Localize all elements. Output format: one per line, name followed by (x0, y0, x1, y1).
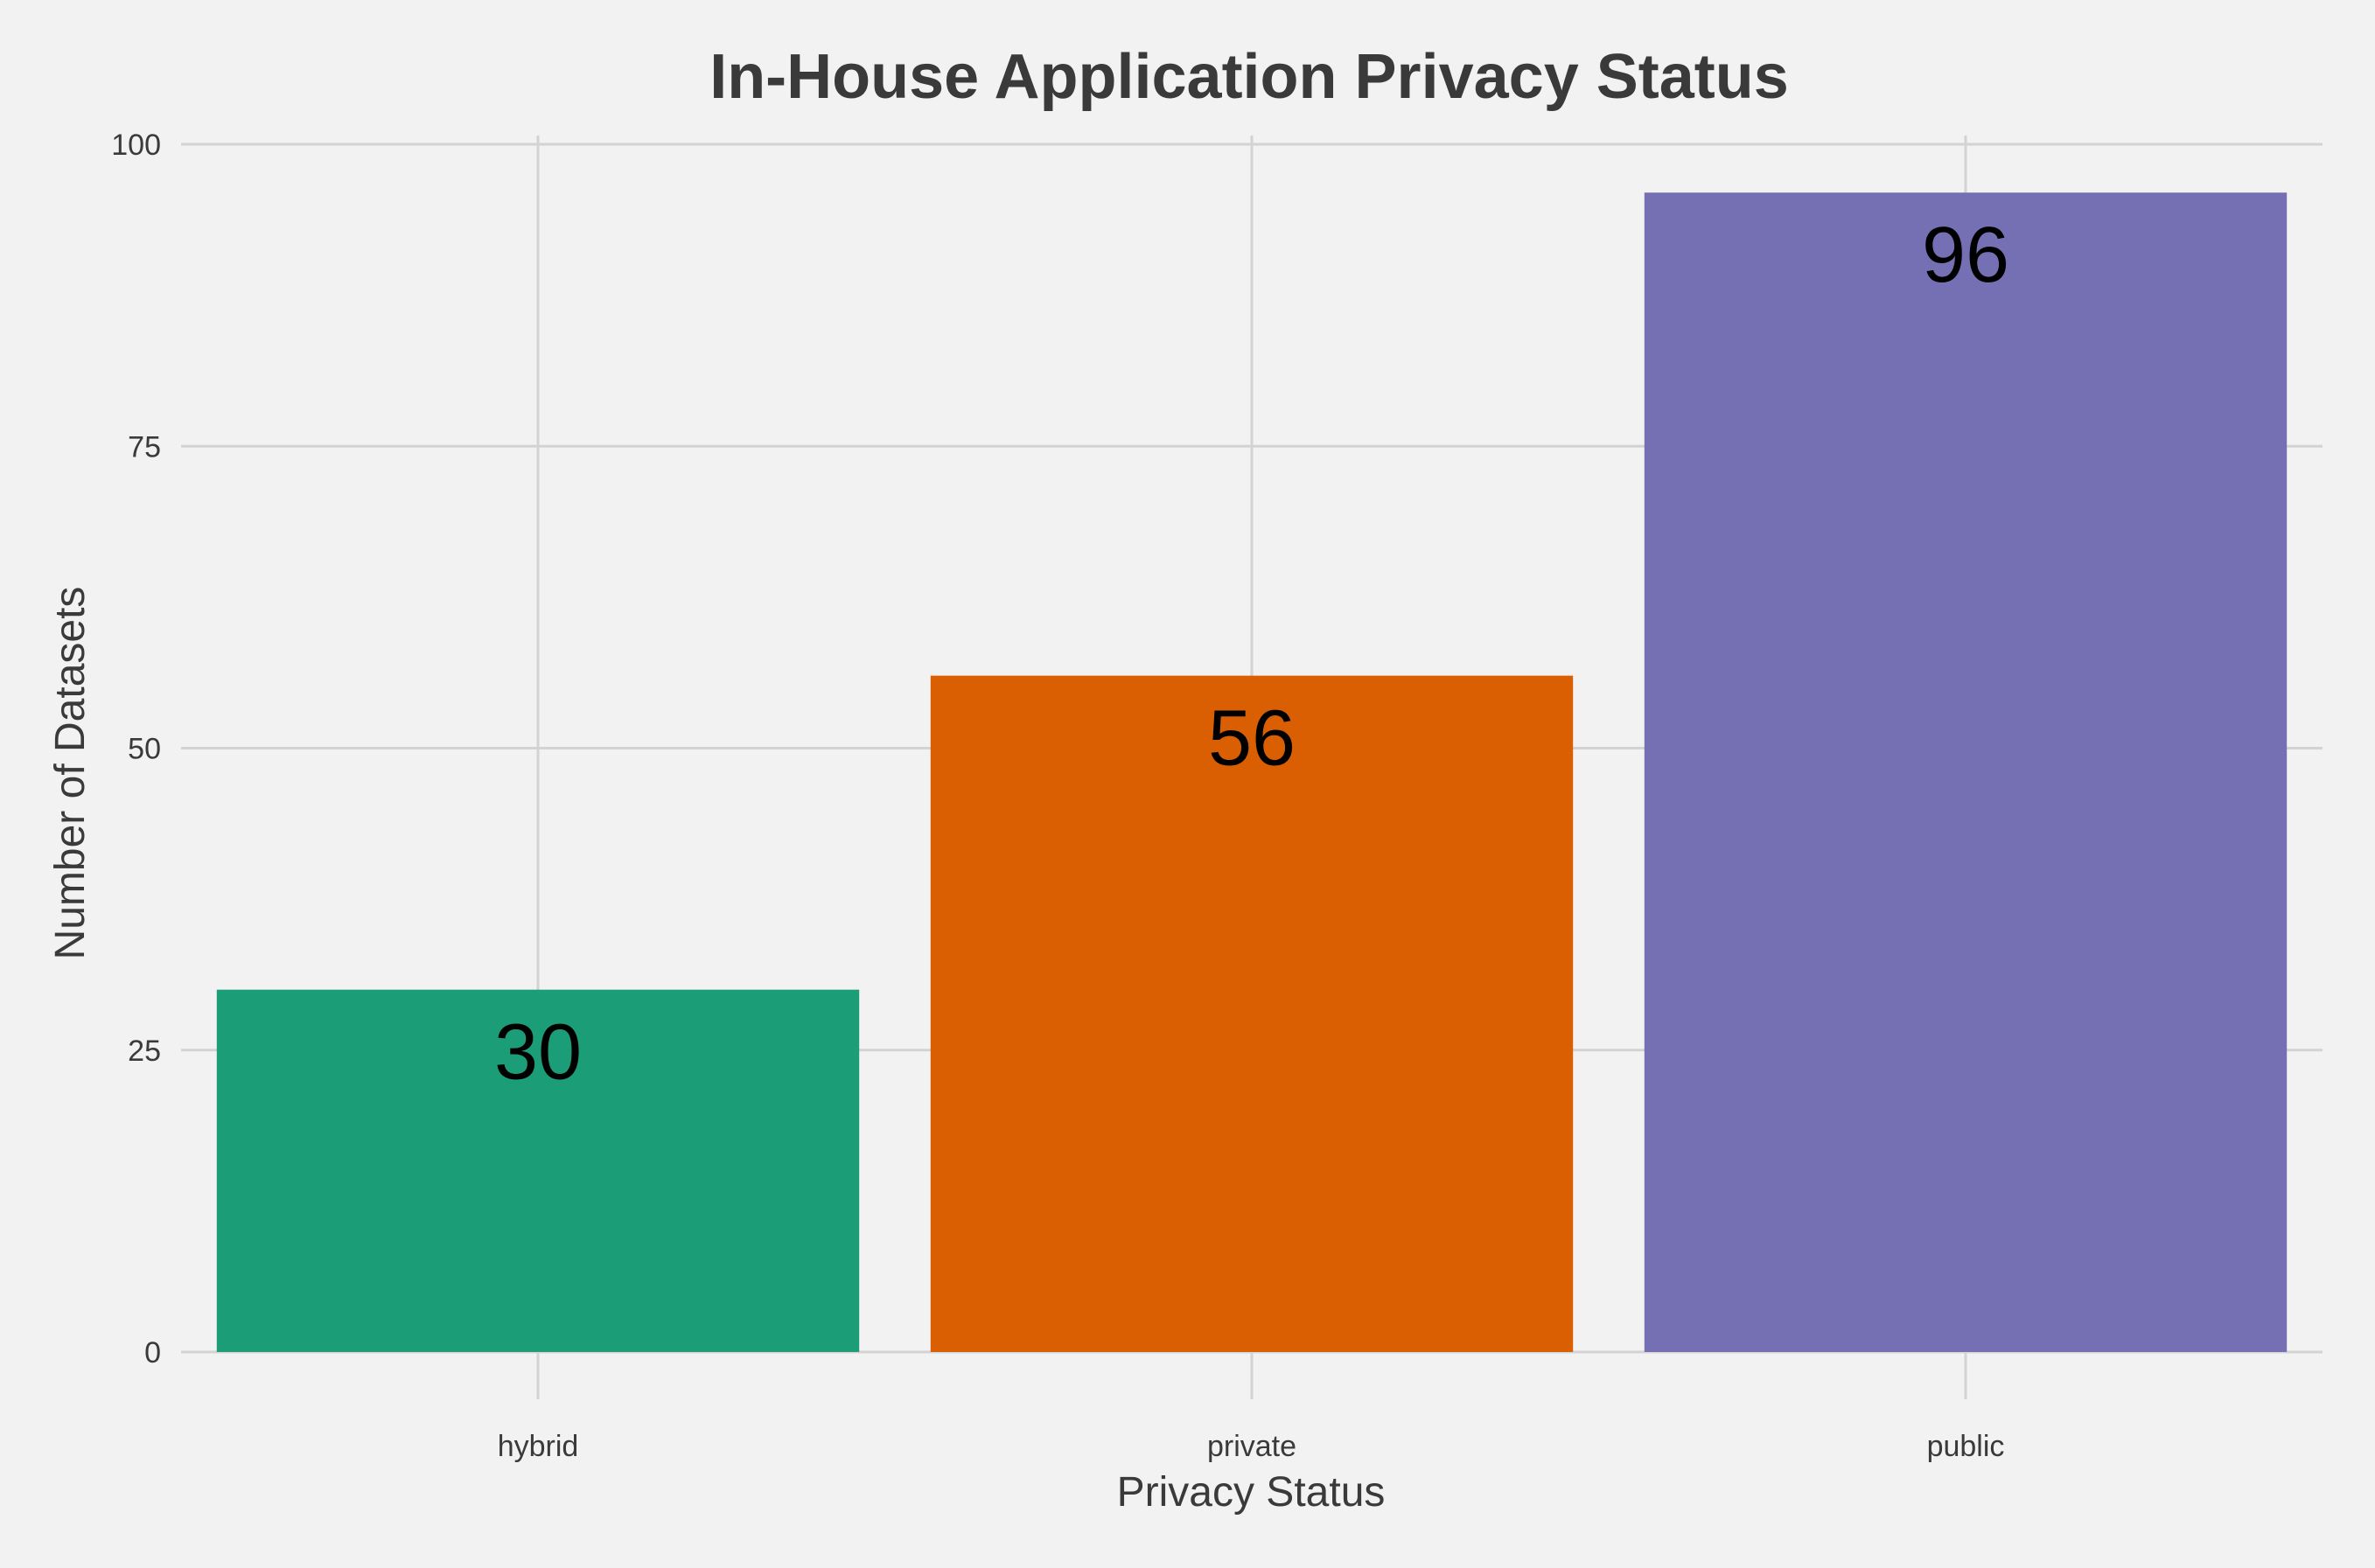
y-tick-label: 0 (144, 1336, 161, 1369)
chart-title: In-House Application Privacy Status (709, 42, 1789, 112)
x-tick-label: private (1207, 1430, 1296, 1463)
y-tick-label: 50 (128, 733, 161, 766)
x-tick-label: hybrid (498, 1430, 579, 1463)
y-tick-label: 75 (128, 430, 161, 463)
x-axis-ticks: hybrid private public (498, 1430, 2005, 1463)
x-axis-title: Privacy Status (1117, 1469, 1386, 1516)
y-tick-label: 25 (128, 1035, 161, 1068)
data-label-private: 56 (1208, 695, 1296, 783)
data-label-public: 96 (1922, 212, 2009, 299)
bars (216, 192, 2288, 1353)
y-axis-title: Number of Datasets (47, 587, 94, 960)
y-tick-label: 100 (111, 129, 161, 162)
x-tick-label: public (1927, 1430, 2005, 1463)
data-labels: 30 56 96 (494, 212, 2009, 1096)
bar-private (930, 675, 1574, 1352)
y-axis-ticks: 0 25 50 75 100 (111, 129, 161, 1369)
bar-public (1644, 192, 2288, 1353)
data-label-hybrid: 30 (494, 1009, 582, 1097)
bar-hybrid (216, 989, 860, 1352)
